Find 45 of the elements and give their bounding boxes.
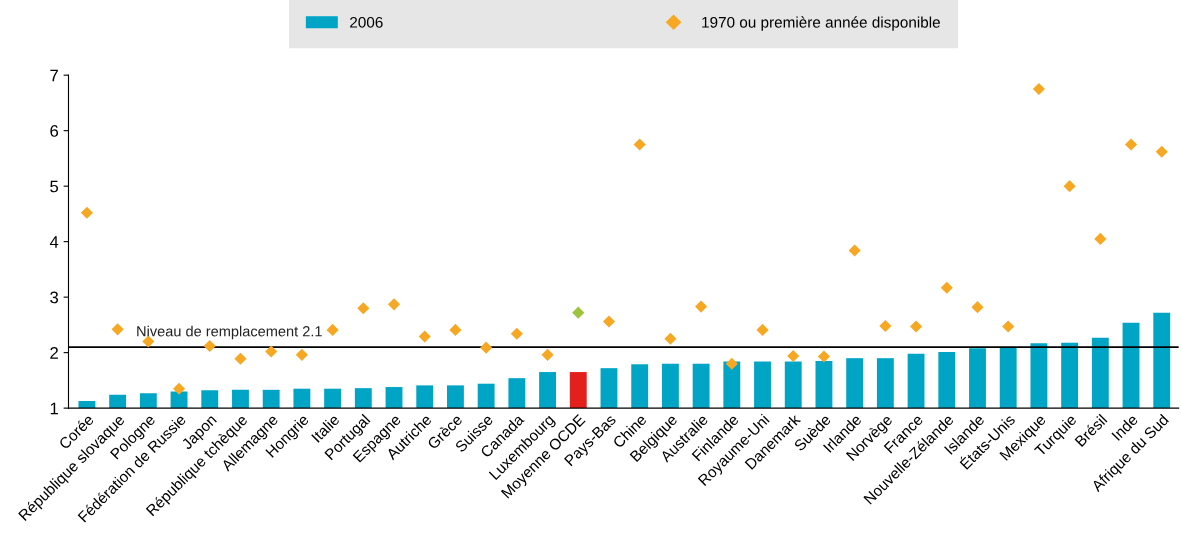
point xyxy=(756,323,769,336)
y-tick-label: 5 xyxy=(50,180,59,193)
y-tick-label: 2 xyxy=(50,347,58,359)
point xyxy=(418,330,431,343)
point xyxy=(111,323,124,336)
legend-label: 2006 xyxy=(350,16,383,28)
point xyxy=(1032,83,1045,96)
legend-label: 1970 ou première année disponible xyxy=(702,16,940,31)
point xyxy=(203,339,216,353)
point xyxy=(480,341,493,354)
point xyxy=(848,244,861,257)
point xyxy=(510,327,523,340)
y-tick-label: 3 xyxy=(50,291,59,304)
point xyxy=(602,315,616,328)
point xyxy=(387,298,401,311)
point xyxy=(633,138,646,151)
point xyxy=(910,320,923,333)
point xyxy=(234,352,247,365)
point xyxy=(1124,138,1138,151)
point xyxy=(787,349,800,363)
point xyxy=(725,357,738,370)
point xyxy=(295,348,308,361)
point xyxy=(695,300,708,313)
point xyxy=(173,382,186,395)
ref-line-label: Niveau de remplacement 2.1 xyxy=(137,325,322,340)
point xyxy=(1002,320,1015,333)
point xyxy=(572,306,585,319)
y-tick-label: 7 xyxy=(50,69,58,82)
y-tick-label: 4 xyxy=(49,236,59,248)
point xyxy=(357,302,370,315)
y-tick-label: 1 xyxy=(50,402,58,415)
point xyxy=(541,348,554,361)
y-tick-label: 6 xyxy=(50,125,59,137)
point xyxy=(971,301,984,314)
point xyxy=(940,281,953,294)
point xyxy=(879,319,892,333)
point xyxy=(265,345,278,358)
point xyxy=(326,323,339,336)
point xyxy=(80,206,93,219)
point xyxy=(1155,145,1168,158)
point xyxy=(449,323,462,336)
point xyxy=(817,350,830,363)
point xyxy=(1094,232,1107,245)
point xyxy=(664,332,677,345)
point xyxy=(1063,180,1076,193)
